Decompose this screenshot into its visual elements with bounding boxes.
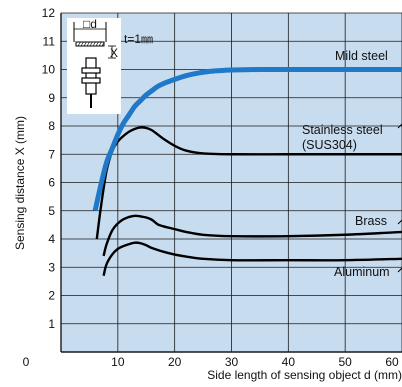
x-axis-title: Side length of sensing object d (mm) — [207, 368, 402, 382]
y-tick-label: 4 — [48, 232, 55, 246]
y-tick-label: 5 — [48, 204, 55, 218]
y-tick-label: 11 — [43, 34, 56, 48]
series-label-stainless-steel: Stainless steel (SUS304) — [302, 123, 386, 152]
inset-diagram: □d Xt=1㎜ — [67, 17, 153, 114]
series-layer — [92, 66, 402, 277]
y-tick-label: 1 — [48, 317, 55, 331]
series-label-stainless-line1: Stainless steel — [302, 123, 383, 137]
series-label-aluminum: Aluminum — [334, 265, 390, 279]
x-tick-label: 60 — [385, 355, 399, 369]
y-tick-label: 2 — [48, 289, 55, 303]
y-tick-label: 10 — [42, 63, 56, 77]
y-tick-label: 3 — [48, 260, 55, 274]
x-tick-label: 50 — [338, 355, 352, 369]
x-tick-label: 40 — [282, 355, 296, 369]
y-tick-label: 8 — [48, 119, 55, 133]
inset-thickness-label: t=1㎜ — [124, 32, 153, 46]
y-tick-label: 9 — [48, 91, 55, 105]
series-label-mild-steel: Mild steel — [335, 49, 388, 63]
series-line-mild-steel — [92, 66, 402, 212]
series-line-brass — [102, 214, 402, 257]
x-tick-label: 30 — [225, 355, 239, 369]
label-leader — [397, 123, 402, 129]
x-tick-label: 20 — [168, 355, 182, 369]
y-tick-label: 6 — [48, 176, 55, 190]
series-label-stainless-line2: (SUS304) — [302, 138, 357, 152]
sensor-body — [85, 57, 97, 95]
x-tick-label: 0 — [23, 355, 30, 369]
x-tick-label: 10 — [111, 355, 125, 369]
label-leader — [397, 267, 402, 273]
y-tick-label: 7 — [48, 147, 55, 161]
series-line-aluminum — [102, 241, 402, 277]
series-label-brass: Brass — [355, 214, 387, 228]
grid — [60, 12, 402, 353]
sensor-nut-upper — [81, 67, 101, 74]
inset-label-x: X — [110, 46, 118, 60]
label-leader — [397, 219, 402, 225]
sensor-nut-lower — [81, 77, 101, 84]
y-axis-title: Sensing distance X (mm) — [13, 116, 27, 250]
y-tick-label: 12 — [42, 6, 56, 20]
inset-label-d: □d — [83, 17, 97, 31]
